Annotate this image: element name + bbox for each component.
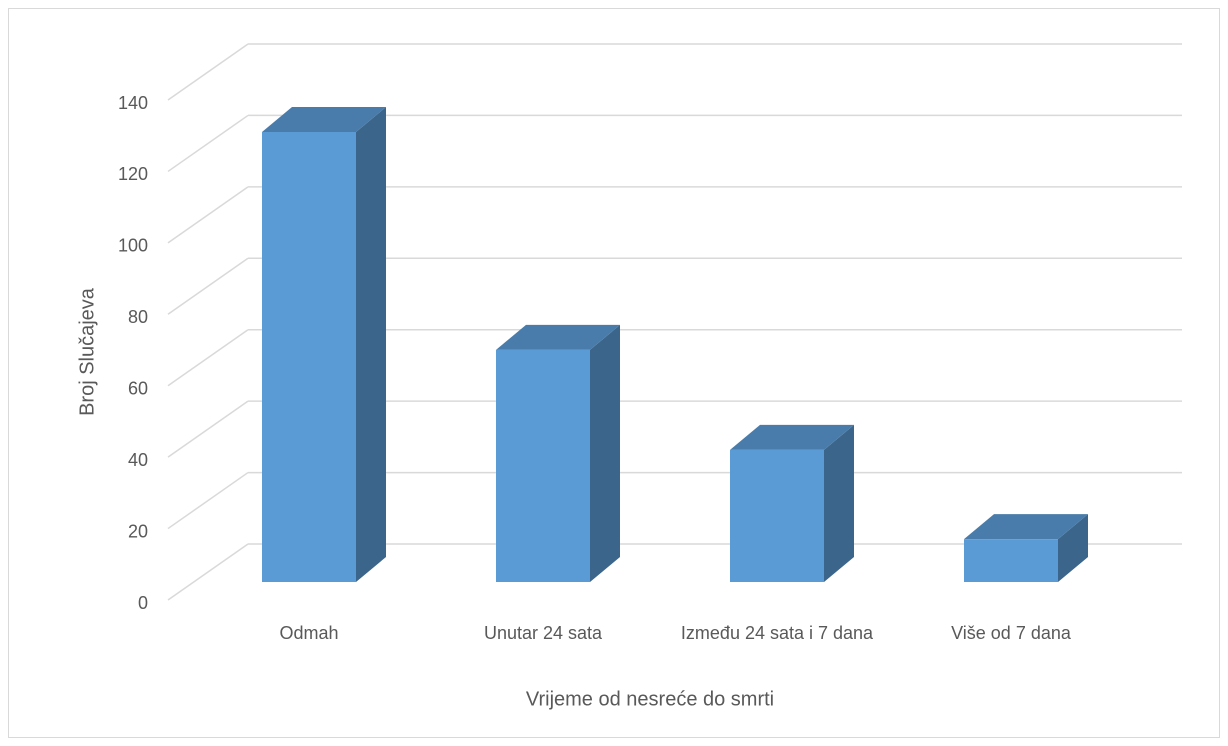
bar-top — [262, 107, 386, 132]
y-tick-label: 80 — [128, 307, 148, 327]
bar-side — [590, 324, 620, 582]
x-tick-label: Između 24 sata i 7 dana — [680, 623, 874, 643]
grid-line — [167, 329, 249, 387]
y-tick-label: 100 — [118, 236, 148, 256]
grid-line — [167, 186, 249, 244]
bar — [964, 539, 1058, 582]
bar-top — [730, 424, 854, 450]
x-tick-label-box: Između 24 sata i 7 dana — [680, 623, 874, 643]
bar-top — [964, 514, 1088, 540]
grid-line — [167, 114, 249, 173]
grid-line — [167, 257, 249, 315]
bar — [496, 349, 590, 582]
x-tick-label-box: Odmah — [279, 623, 339, 643]
x-axis-title: Vrijeme od nesreće do smrti — [526, 688, 774, 710]
x-tick-label: Odmah — [279, 623, 339, 643]
x-tick-label: Više od 7 dana — [951, 623, 1071, 643]
y-tick-label: 60 — [128, 378, 148, 398]
x-tick-label-box: Unutar 24 sata — [483, 623, 603, 643]
x-tick-label-box: Više od 7 dana — [951, 623, 1071, 643]
bar-side — [1058, 514, 1088, 582]
grid-line — [167, 400, 249, 458]
bar — [262, 132, 356, 582]
grid-line — [167, 43, 249, 101]
grid — [167, 43, 1182, 601]
bar-side — [356, 107, 386, 582]
bar-side — [824, 424, 854, 582]
bar — [730, 449, 824, 582]
y-axis-title: Broj Slučajeva — [76, 287, 98, 416]
y-tick-label: 40 — [128, 450, 148, 470]
y-tick-label: 20 — [128, 521, 148, 541]
grid-line — [167, 543, 249, 601]
bar-top — [496, 324, 620, 350]
x-tick-label: Unutar 24 sata — [483, 623, 603, 643]
y-tick-label: 0 — [138, 593, 148, 613]
y-tick-label: 140 — [118, 93, 148, 113]
y-tick-label: 120 — [118, 164, 148, 184]
grid-line — [167, 471, 249, 530]
